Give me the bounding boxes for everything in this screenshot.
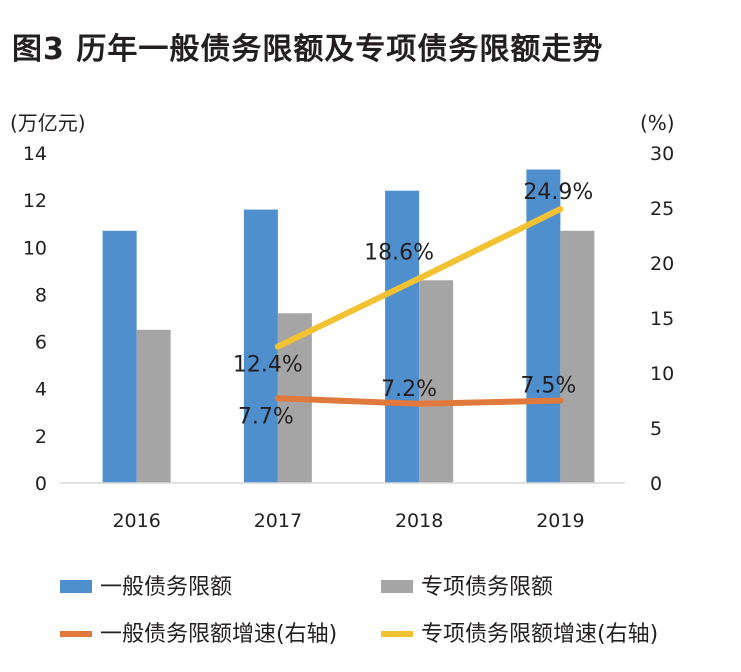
bar-special-2016 bbox=[136, 329, 171, 483]
left-axis-tick-label: 10 bbox=[23, 237, 47, 259]
special-growth-label-2019: 24.9% bbox=[523, 180, 593, 205]
left-axis-tick-label: 8 bbox=[35, 284, 47, 306]
right-axis-unit: (%) bbox=[640, 111, 675, 135]
legend-label-general: 一般债务限额 bbox=[100, 575, 232, 600]
x-axis-tick-label: 2019 bbox=[536, 510, 584, 532]
right-axis-tick-label: 10 bbox=[650, 363, 674, 385]
chart-title: 图3 历年一般债务限额及专项债务限额走势 bbox=[12, 32, 604, 67]
left-axis-tick-label: 12 bbox=[23, 190, 47, 212]
general-growth-point-2018 bbox=[416, 400, 423, 407]
general-growth-point-2017 bbox=[274, 395, 281, 402]
bar-general-2018 bbox=[385, 190, 420, 483]
general-growth-point-2019 bbox=[557, 397, 564, 404]
legend-label-special-growth: 专项债务限额增速(右轴) bbox=[421, 622, 658, 647]
general-growth-label-2017: 7.7% bbox=[238, 404, 294, 429]
right-axis: (%) 0 5 10 15 20 25 30 bbox=[640, 111, 675, 495]
left-axis: (万亿元) 0 2 4 6 8 10 12 14 bbox=[10, 111, 86, 495]
special-growth-label-2017: 12.4% bbox=[233, 353, 303, 378]
right-axis-tick-label: 25 bbox=[650, 198, 674, 220]
left-axis-tick-label: 0 bbox=[35, 473, 47, 495]
x-axis-tick-label: 2017 bbox=[254, 510, 302, 532]
special-growth-point-2017 bbox=[274, 343, 281, 350]
left-axis-tick-label: 14 bbox=[23, 143, 47, 165]
left-axis-tick-label: 6 bbox=[35, 332, 47, 354]
left-axis-tick-label: 4 bbox=[35, 379, 47, 401]
left-axis-unit: (万亿元) bbox=[10, 111, 86, 135]
legend-swatch-special bbox=[381, 580, 413, 593]
line-group bbox=[274, 206, 564, 407]
special-growth-point-2019 bbox=[557, 206, 564, 213]
right-axis-tick-label: 0 bbox=[650, 473, 662, 495]
data-label-group: 7.7% 7.2% 7.5% 12.4% 18.6% 24.9% bbox=[233, 180, 593, 429]
right-axis-tick-label: 5 bbox=[650, 418, 662, 440]
right-axis-tick-label: 20 bbox=[650, 253, 674, 275]
bar-special-2019 bbox=[560, 230, 595, 483]
legend-swatch-general bbox=[60, 580, 92, 593]
special-growth-point-2018 bbox=[416, 275, 423, 282]
general-growth-label-2019: 7.5% bbox=[520, 374, 576, 399]
x-axis-ticks: 2016 2017 2018 2019 bbox=[112, 510, 584, 532]
special-growth-label-2018: 18.6% bbox=[364, 240, 434, 265]
right-axis-tick-label: 30 bbox=[650, 143, 674, 165]
general-growth-label-2018: 7.2% bbox=[381, 377, 437, 402]
bar-general-2017 bbox=[243, 209, 278, 484]
x-axis-tick-label: 2016 bbox=[112, 510, 160, 532]
left-axis-tick-label: 2 bbox=[35, 426, 47, 448]
legend-label-general-growth: 一般债务限额增速(右轴) bbox=[100, 622, 337, 647]
bar-group bbox=[102, 169, 595, 484]
bar-special-2018 bbox=[419, 280, 454, 483]
right-axis-tick-label: 15 bbox=[650, 308, 674, 330]
bar-general-2016 bbox=[102, 230, 137, 483]
x-axis-tick-label: 2018 bbox=[395, 510, 443, 532]
legend-label-special: 专项债务限额 bbox=[421, 575, 553, 600]
